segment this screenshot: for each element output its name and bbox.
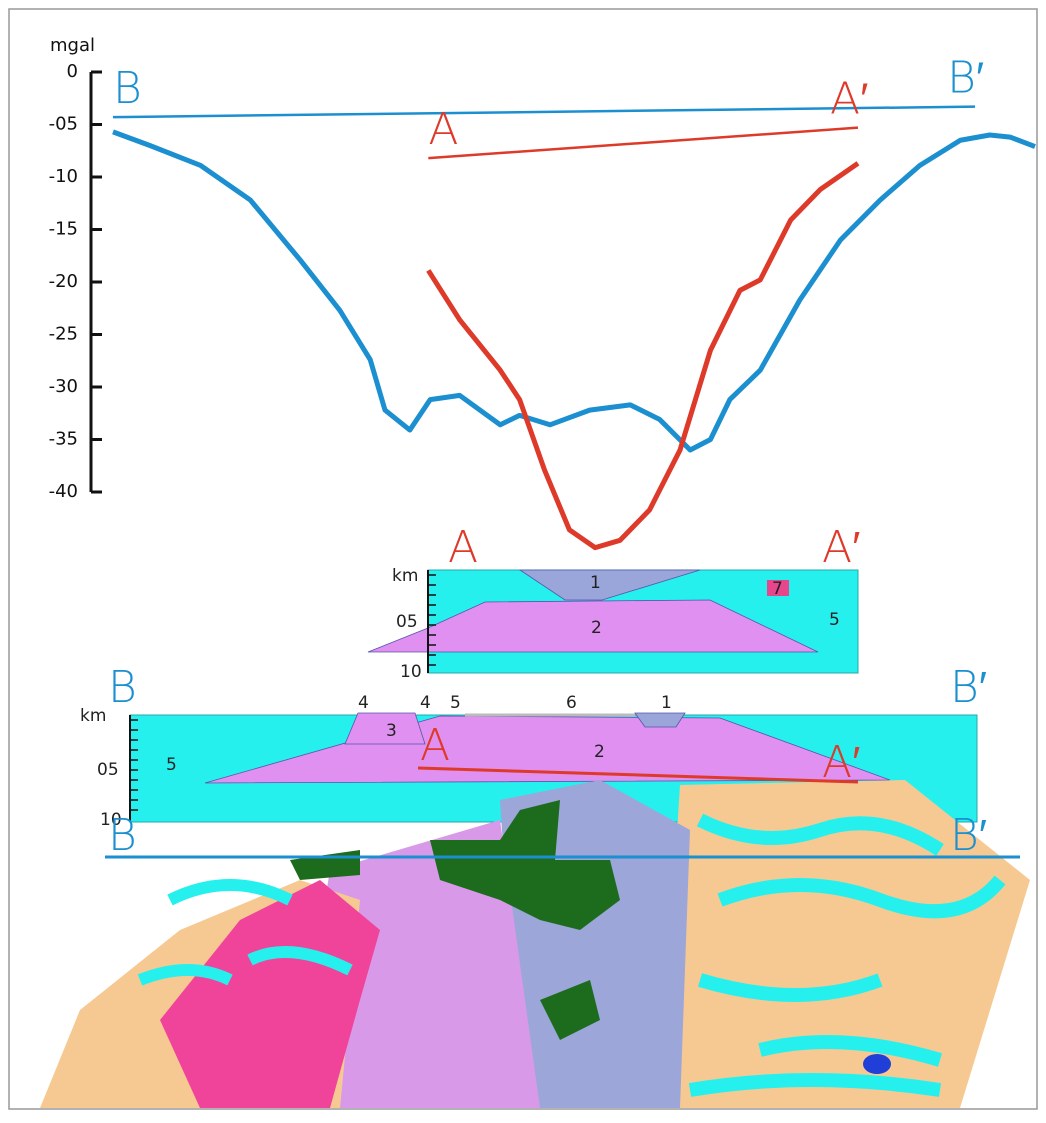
y-tick-label: -25	[49, 324, 78, 345]
profile-start-label: A	[428, 104, 458, 155]
depth-label: 05	[396, 612, 418, 632]
map-unit	[863, 1054, 891, 1074]
profile-end-label: A′	[830, 74, 868, 125]
map-label: B	[108, 810, 137, 861]
unit-label: 5	[829, 610, 840, 630]
unit-label: 1	[590, 573, 601, 593]
section-start: B	[108, 662, 137, 713]
unit-label: 1	[661, 693, 672, 713]
figure: mgal A A′ km 05 10 1 2 5 7 B B′ km 05 10…	[0, 0, 1046, 1119]
y-tick-label: -30	[49, 376, 78, 397]
y-tick-label: -15	[49, 219, 78, 240]
depth-label: 10	[400, 662, 422, 682]
unit-label: 5	[166, 755, 177, 775]
unit-label: 3	[386, 721, 397, 741]
unit: km	[392, 566, 418, 586]
map-label: B′	[950, 810, 987, 861]
unit-label: 4	[358, 693, 369, 713]
unit-label: 7	[772, 579, 783, 599]
section-end: B′	[950, 662, 987, 713]
section-start: A	[448, 522, 478, 573]
y-tick-label: -40	[49, 481, 78, 502]
unit-label: 2	[591, 618, 602, 638]
y-tick-label: -10	[49, 166, 78, 187]
y-tick-label: -05	[49, 114, 78, 135]
map-label: A′	[822, 737, 860, 788]
profile-end-label: B′	[947, 53, 984, 104]
depth-label: 05	[97, 760, 119, 780]
unit-label: 2	[594, 742, 605, 762]
section-end: A′	[822, 522, 860, 573]
unit-label: 5	[450, 693, 461, 713]
layer-3	[345, 713, 425, 744]
unit-label: 4	[420, 693, 431, 713]
unit: km	[80, 706, 106, 726]
y-tick-label: -20	[49, 271, 78, 292]
y-axis-label: mgal	[50, 35, 95, 56]
y-tick-label: 0	[67, 61, 78, 82]
map-label: A	[420, 720, 450, 771]
y-tick-label: -35	[49, 429, 78, 450]
unit-label: 6	[566, 693, 577, 713]
profile-start-label: B	[113, 63, 142, 114]
